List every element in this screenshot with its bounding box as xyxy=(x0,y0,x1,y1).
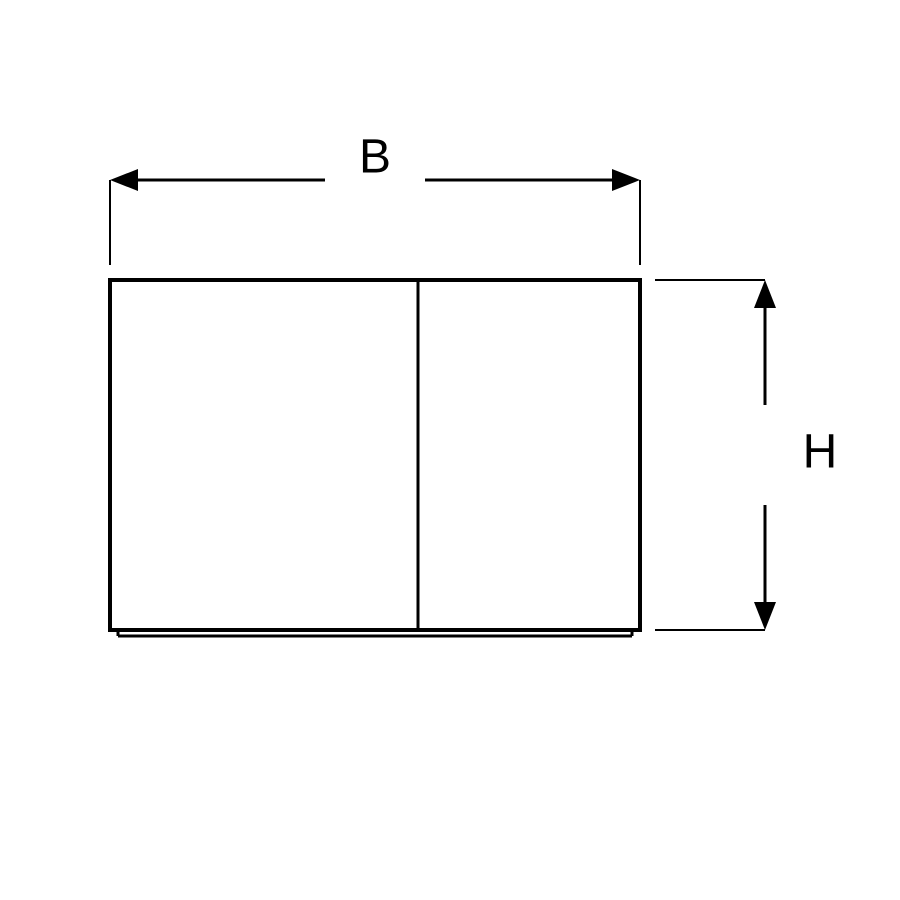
object-outline xyxy=(110,280,640,630)
dim-height-arrow-bottom xyxy=(754,602,776,630)
dim-height-label: H xyxy=(803,426,838,479)
dim-height-arrow-top xyxy=(754,280,776,308)
dim-width-arrow-right xyxy=(612,169,640,191)
dim-width-label: B xyxy=(359,131,391,184)
dim-width-arrow-left xyxy=(110,169,138,191)
